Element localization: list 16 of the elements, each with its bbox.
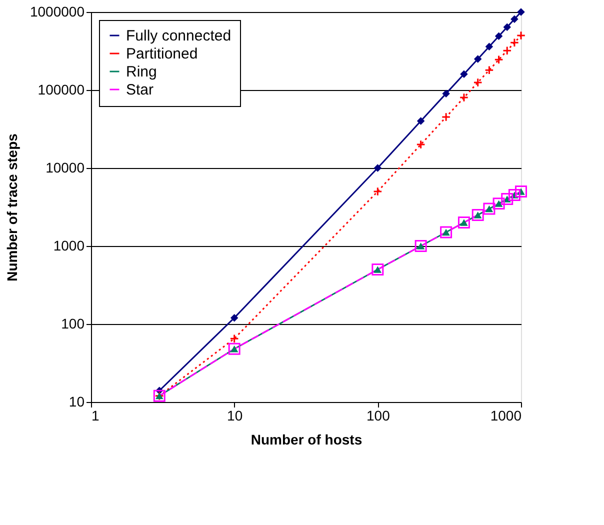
- legend-label: Fully connected: [126, 28, 232, 44]
- x-tick-label: 10: [227, 408, 243, 424]
- y-tick-label: 100: [61, 316, 85, 332]
- y-axis-title: Number of trace steps: [4, 133, 20, 282]
- y-tick-label: 10: [68, 394, 85, 410]
- y-tick-label: 100000: [38, 82, 85, 98]
- x-tick-label: 100: [366, 408, 390, 424]
- y-tick-label: 1000: [53, 238, 85, 254]
- x-axis-title: Number of hosts: [250, 432, 362, 448]
- y-tick-label: 1000000: [30, 4, 85, 20]
- x-tick-label: 1000: [490, 408, 522, 424]
- legend-label: Partitioned: [126, 46, 198, 62]
- legend-label: Star: [126, 82, 154, 98]
- legend-label: Ring: [126, 64, 157, 80]
- y-tick-label: 10000: [46, 160, 85, 176]
- x-tick-label: 1: [92, 408, 100, 424]
